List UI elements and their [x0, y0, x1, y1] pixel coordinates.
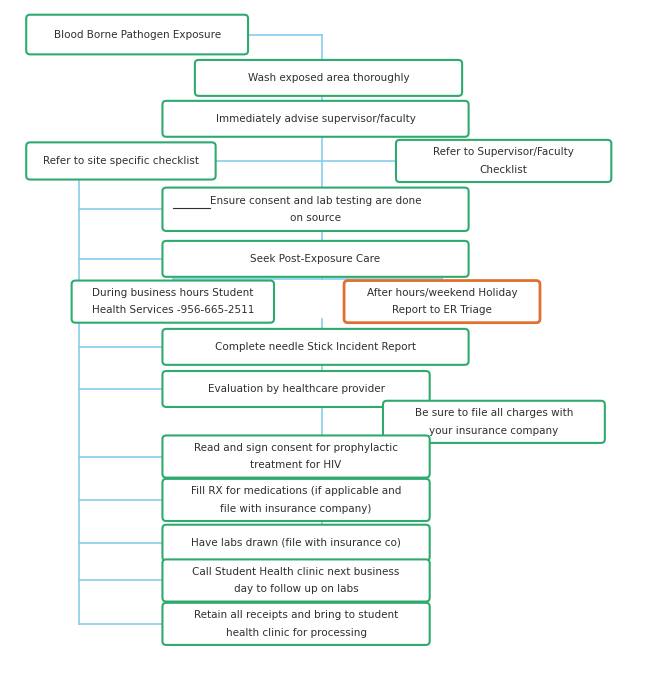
Text: day to follow up on labs: day to follow up on labs [234, 584, 358, 594]
Text: file with insurance company): file with insurance company) [220, 504, 372, 513]
FancyBboxPatch shape [26, 142, 215, 179]
Text: Complete needle Stick Incident Report: Complete needle Stick Incident Report [215, 342, 416, 352]
Text: Be sure to file all charges with: Be sure to file all charges with [415, 408, 573, 418]
Text: Ensure consent and lab testing are done: Ensure consent and lab testing are done [210, 195, 421, 206]
Text: on source: on source [290, 213, 341, 223]
FancyBboxPatch shape [162, 188, 468, 231]
FancyBboxPatch shape [72, 281, 274, 323]
Text: Retain all receipts and bring to student: Retain all receipts and bring to student [194, 610, 398, 620]
Text: Seek Post-Exposure Care: Seek Post-Exposure Care [250, 254, 380, 264]
Text: Have labs drawn (file with insurance co): Have labs drawn (file with insurance co) [191, 538, 401, 548]
Text: treatment for HIV: treatment for HIV [250, 460, 342, 470]
Text: Refer to Supervisor/Faculty: Refer to Supervisor/Faculty [433, 147, 574, 157]
Text: health clinic for processing: health clinic for processing [225, 627, 367, 638]
Text: Blood Borne Pathogen Exposure: Blood Borne Pathogen Exposure [54, 30, 221, 39]
FancyBboxPatch shape [344, 281, 540, 323]
FancyBboxPatch shape [162, 241, 468, 277]
Text: Fill RX for medications (if applicable and: Fill RX for medications (if applicable a… [191, 486, 401, 496]
Text: Immediately advise supervisor/faculty: Immediately advise supervisor/faculty [215, 114, 415, 124]
FancyBboxPatch shape [162, 329, 468, 365]
FancyBboxPatch shape [195, 60, 462, 96]
Text: Report to ER Triage: Report to ER Triage [392, 305, 492, 315]
FancyBboxPatch shape [162, 435, 430, 477]
FancyBboxPatch shape [162, 603, 430, 645]
Text: Call Student Health clinic next business: Call Student Health clinic next business [193, 566, 399, 577]
Text: Health Services -956-665-2511: Health Services -956-665-2511 [91, 305, 254, 315]
FancyBboxPatch shape [26, 14, 248, 55]
FancyBboxPatch shape [396, 140, 611, 182]
FancyBboxPatch shape [162, 101, 468, 137]
Text: your insurance company: your insurance company [429, 426, 558, 435]
Text: During business hours Student: During business hours Student [92, 288, 254, 298]
Text: Checklist: Checklist [480, 165, 528, 175]
Text: Evaluation by healthcare provider: Evaluation by healthcare provider [208, 384, 384, 394]
Text: After hours/weekend Holiday: After hours/weekend Holiday [367, 288, 517, 298]
FancyBboxPatch shape [383, 401, 605, 443]
Text: Refer to site specific checklist: Refer to site specific checklist [43, 156, 199, 166]
FancyBboxPatch shape [162, 560, 430, 602]
FancyBboxPatch shape [162, 524, 430, 561]
FancyBboxPatch shape [162, 479, 430, 521]
Text: Read and sign consent for prophylactic: Read and sign consent for prophylactic [194, 443, 398, 453]
Text: Wash exposed area thoroughly: Wash exposed area thoroughly [248, 73, 409, 83]
FancyBboxPatch shape [162, 371, 430, 407]
